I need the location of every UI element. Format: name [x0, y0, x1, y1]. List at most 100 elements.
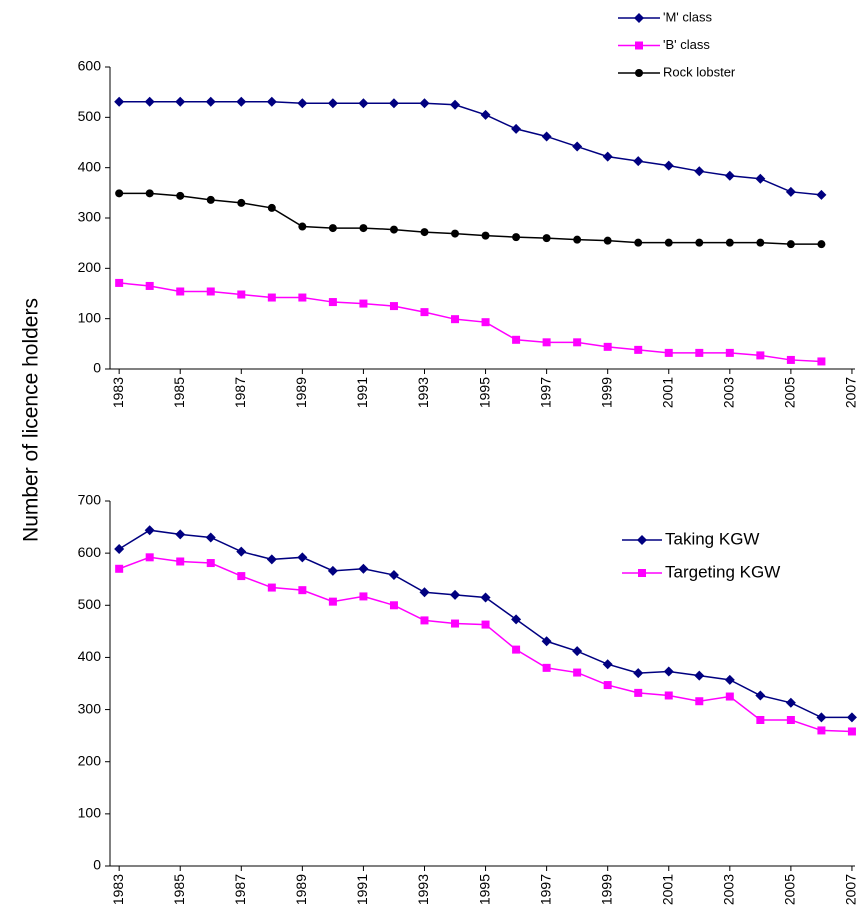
data-point: [419, 587, 430, 598]
x-tick-label: 2001: [659, 377, 675, 408]
data-point: [145, 281, 154, 290]
data-point: [420, 228, 429, 237]
data-point: [633, 156, 644, 167]
x-tick-label: 1989: [293, 874, 309, 905]
x-tick-label: 2003: [721, 377, 737, 408]
x-tick-label: 1991: [354, 377, 370, 408]
data-point: [756, 351, 765, 360]
data-point: [176, 287, 185, 296]
data-point: [297, 552, 308, 563]
legend-marker: [638, 569, 646, 577]
x-tick-label: 1985: [171, 377, 187, 408]
x-tick-label: 2005: [782, 377, 798, 408]
data-point: [573, 668, 582, 677]
data-point: [603, 342, 612, 351]
data-point: [237, 290, 246, 299]
data-point: [481, 620, 490, 629]
data-point: [420, 616, 429, 625]
data-point: [298, 586, 307, 595]
data-point: [541, 131, 552, 142]
series-line: [119, 100, 822, 196]
data-point: [206, 195, 215, 204]
x-tick-label: 1999: [598, 377, 614, 408]
data-point: [603, 236, 612, 245]
data-point: [328, 224, 337, 233]
data-point: [388, 570, 399, 581]
data-point: [389, 302, 398, 311]
data-point: [298, 293, 307, 302]
y-tick-label: 500: [78, 596, 102, 612]
data-point: [663, 666, 674, 677]
data-point: [450, 99, 461, 110]
data-point: [816, 712, 827, 723]
data-point: [175, 529, 186, 540]
x-tick-label: 2003: [721, 874, 737, 905]
data-point: [114, 96, 125, 107]
data-point: [327, 98, 338, 109]
data-point: [115, 278, 124, 287]
data-point: [664, 238, 673, 247]
data-point: [542, 663, 551, 672]
data-point: [267, 583, 276, 592]
x-tick-label: 1985: [171, 874, 187, 905]
x-tick-label: 2001: [659, 874, 675, 905]
data-point: [205, 532, 216, 543]
data-point: [634, 238, 643, 247]
data-point: [175, 96, 186, 107]
data-point: [389, 225, 398, 234]
y-tick-label: 400: [78, 158, 102, 174]
data-point: [512, 645, 521, 654]
y-tick-label: 400: [78, 648, 102, 664]
data-point: [480, 109, 491, 120]
x-tick-label: 1987: [232, 377, 248, 408]
data-point: [694, 166, 705, 177]
data-point: [115, 564, 124, 573]
data-point: [511, 123, 522, 134]
legend-label: 'M' class: [663, 9, 713, 24]
data-point: [785, 186, 796, 197]
data-point: [816, 189, 827, 200]
y-tick-label: 700: [78, 492, 102, 508]
y-axis-label: Number of licence holders: [20, 298, 43, 542]
legend-label: 'B' class: [663, 37, 710, 52]
data-point: [358, 563, 369, 574]
data-point: [451, 229, 460, 238]
data-point: [144, 525, 155, 536]
x-tick-label: 1993: [415, 874, 431, 905]
y-tick-label: 300: [78, 700, 102, 716]
data-point: [756, 238, 765, 247]
data-point: [481, 231, 490, 240]
data-point: [237, 198, 246, 207]
data-point: [695, 697, 704, 706]
legend-marker: [635, 69, 643, 77]
data-point: [267, 203, 276, 212]
data-point: [481, 318, 490, 327]
data-point: [236, 96, 247, 107]
data-point: [419, 98, 430, 109]
data-point: [176, 191, 185, 200]
data-point: [451, 619, 460, 628]
data-point: [634, 345, 643, 354]
data-point: [695, 238, 704, 247]
data-point: [724, 674, 735, 685]
x-tick-label: 1999: [598, 874, 614, 905]
x-tick-label: 1991: [354, 874, 370, 905]
y-tick-label: 500: [78, 108, 102, 124]
data-point: [725, 238, 734, 247]
x-tick-label: 1993: [415, 377, 431, 408]
series-line: [118, 556, 852, 733]
y-tick-label: 0: [93, 360, 101, 376]
x-tick-label: 2005: [782, 874, 798, 905]
legend-label: Targeting KGW: [665, 562, 780, 581]
y-tick-label: 100: [78, 805, 102, 821]
series-line: [119, 282, 822, 363]
data-point: [480, 592, 491, 603]
legend-marker: [635, 41, 643, 50]
data-point: [511, 614, 522, 625]
data-point: [603, 681, 612, 690]
data-point: [786, 240, 795, 249]
x-tick-label: 1995: [476, 874, 492, 905]
data-point: [512, 233, 521, 242]
data-point: [572, 646, 583, 657]
legend-label: Rock lobster: [663, 64, 736, 79]
